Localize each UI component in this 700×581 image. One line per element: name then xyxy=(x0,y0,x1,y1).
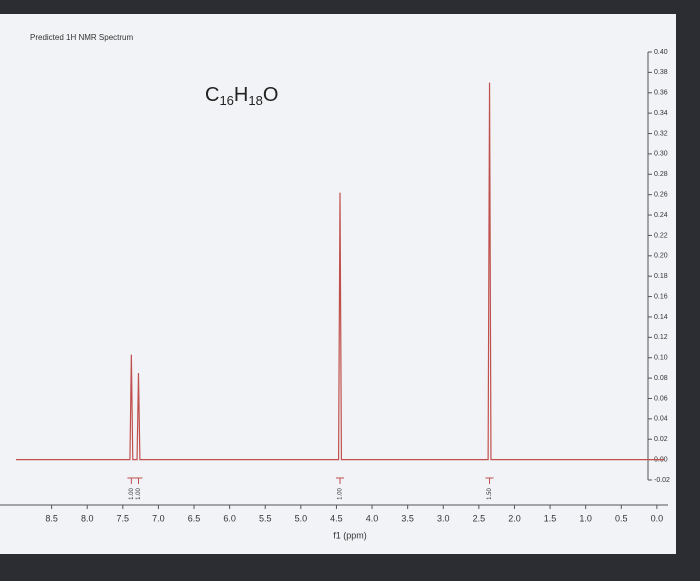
x-tick-label: 4.0 xyxy=(366,513,379,523)
x-tick-label: 4.5 xyxy=(330,513,343,523)
x-tick-label: 6.0 xyxy=(223,513,236,523)
x-tick-label: 5.0 xyxy=(295,513,308,523)
formula-part: H xyxy=(234,84,248,106)
y-tick-label: 0.32 xyxy=(654,130,668,137)
y-tick-label: 0.12 xyxy=(654,334,668,341)
x-tick-label: 8.5 xyxy=(45,513,58,523)
integral-label: 1.00 xyxy=(338,488,344,500)
chart-title: Predicted 1H NMR Spectrum xyxy=(30,33,133,42)
integral-bracket xyxy=(127,477,136,484)
y-tick-label: 0.04 xyxy=(654,416,668,423)
y-tick-label: 0.14 xyxy=(654,314,668,321)
x-tick-label: 6.5 xyxy=(188,513,201,523)
screen xyxy=(0,14,676,554)
y-tick-label: 0.26 xyxy=(654,192,668,199)
x-tick-label: 1.0 xyxy=(579,513,592,523)
y-tick-label: 0.34 xyxy=(654,110,668,117)
x-tick-label: 5.5 xyxy=(259,513,272,523)
x-tick-label: 2.5 xyxy=(473,513,486,523)
x-tick-label: 3.5 xyxy=(401,513,414,523)
y-tick-label: 0.24 xyxy=(654,212,668,219)
y-tick-label: 0.16 xyxy=(654,293,668,300)
y-tick-label: 0.18 xyxy=(654,273,668,280)
x-tick-label: 0.5 xyxy=(615,513,628,523)
y-tick-label: 0.30 xyxy=(654,151,668,158)
integral-label: 1.00 xyxy=(136,488,142,500)
formula-part: 16 xyxy=(219,93,233,108)
y-tick-label: 0.06 xyxy=(654,395,668,402)
x-tick-label: 8.0 xyxy=(81,513,94,523)
y-tick-label: 0.40 xyxy=(654,49,668,56)
formula-part: C xyxy=(205,84,219,106)
integral-label: 1.50 xyxy=(487,488,493,500)
formula-part: O xyxy=(263,84,279,106)
integral-bracket xyxy=(134,477,143,484)
x-tick-label: 7.5 xyxy=(117,513,130,523)
y-tick-label: -0.02 xyxy=(654,477,670,484)
x-tick-label: 7.0 xyxy=(152,513,165,523)
x-axis-label: f1 (ppm) xyxy=(333,530,367,540)
y-tick-label: 0.10 xyxy=(654,355,668,362)
y-tick-label: 0.20 xyxy=(654,253,668,260)
spectrum-line xyxy=(16,82,664,461)
y-tick-label: 0.38 xyxy=(654,69,668,76)
y-tick-label: 0.22 xyxy=(654,232,668,239)
y-tick-label: 0.08 xyxy=(654,375,668,382)
integral-label: 1.00 xyxy=(129,488,135,500)
integral-bracket xyxy=(485,477,494,484)
formula-part: 18 xyxy=(248,93,262,108)
integral-bracket xyxy=(336,477,344,484)
x-tick-label: 1.5 xyxy=(544,513,557,523)
x-tick-label: 3.0 xyxy=(437,513,450,523)
x-tick-label: 0.0 xyxy=(651,513,664,523)
formula: C16H18O xyxy=(205,84,278,108)
x-tick-label: 2.0 xyxy=(508,513,521,523)
y-tick-label: 0.36 xyxy=(654,90,668,97)
y-tick-label: 0.02 xyxy=(654,436,668,443)
y-tick-label: 0.28 xyxy=(654,171,668,178)
